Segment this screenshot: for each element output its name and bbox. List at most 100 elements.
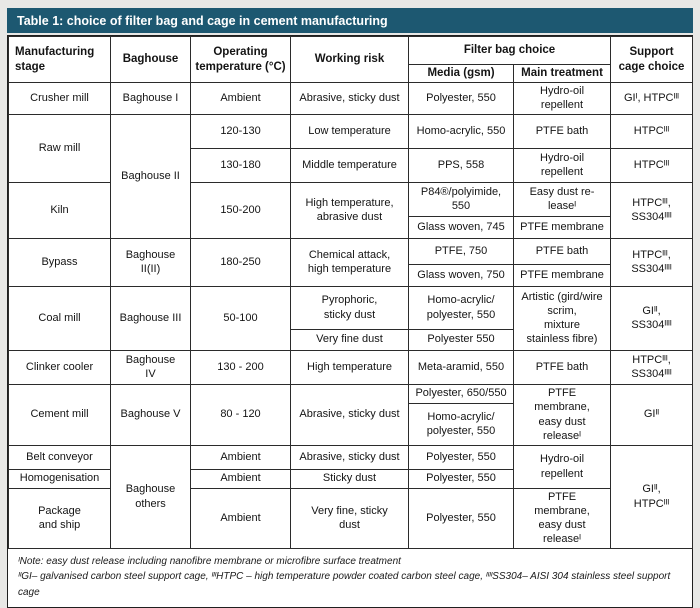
cell-stage: Cement mill: [8, 383, 111, 446]
table-row: Very fine dust Polyester 550: [9, 328, 693, 351]
table-row: 130-180 Middle temperature PPS, 558 Hydr…: [9, 147, 694, 183]
cell-media: P84®/polyimide, 550: [408, 181, 514, 217]
cell-media: Glass woven, 745: [408, 215, 514, 239]
table-row: Raw mill Baghouse II 120-130 Low tempera…: [8, 113, 694, 239]
cell-risk: Pyrophoric, sticky dust: [290, 285, 409, 330]
cell-media: Polyester 550: [408, 328, 514, 351]
cell-risk: Very fine dust: [290, 328, 409, 351]
table-row: Crusher mill Baghouse I Ambient Abrasive…: [8, 82, 694, 115]
header-main-treatment: Main treatment: [512, 64, 612, 83]
footnote-line: ᴵᴵGI– galvanised carbon steel support ca…: [18, 571, 671, 598]
cell-support: HTPCᴵᴵᴵ, SS304ᴵᴵᴵᴵ: [610, 181, 694, 239]
cell-support: HTPCᴵᴵᴵ, SS304ᴵᴵᴵᴵ: [610, 237, 694, 287]
cell-temp: 180-250: [190, 237, 291, 287]
header-manufacturing-stage: Manufacturing stage: [8, 36, 111, 83]
footnotes: ᴵNote: easy dust release including nanof…: [8, 549, 692, 608]
cell-treatment: PTFE membrane, easy dust releaseᴵ: [512, 487, 612, 549]
cell-stage: Belt conveyor: [8, 444, 111, 470]
cell-treatment: PTFE membrane: [512, 215, 612, 239]
header-working-risk: Working risk: [290, 36, 409, 83]
header-operating-temperature: Operating temperature (°C): [190, 36, 291, 83]
cell-baghouse: Baghouse II: [110, 113, 191, 239]
cell-treatment: PTFE bath: [512, 349, 612, 385]
cell-support: GIᴵ, HTPCᴵᴵᴵ: [610, 82, 694, 115]
cell-stage: Kiln: [8, 181, 111, 239]
cell-media: PTFE, 750: [408, 237, 514, 265]
cell-media: Homo-acrylic, 550: [408, 113, 514, 149]
cell-stage: Clinker cooler: [8, 349, 111, 385]
cell-temp: 80 - 120: [190, 383, 291, 446]
cell-media: Polyester, 550: [408, 82, 514, 115]
cell-risk: Sticky dust: [290, 468, 409, 489]
cell-baghouse: Baghouse V: [110, 383, 191, 446]
cell-risk: Middle temperature: [290, 147, 409, 183]
table-row: Package and ship Ambient Very fine, stic…: [8, 487, 693, 549]
header-filter-bag-choice: Filter bag choice: [407, 36, 612, 65]
cell-media: Homo-acrylic/ polyester, 550: [408, 402, 514, 446]
footnote-line: ᴵNote: easy dust release including nanof…: [18, 555, 401, 567]
table-frame: Manufacturing stage Baghouse Operating t…: [7, 35, 694, 608]
table-row: Clinker cooler Baghouse IV 130 - 200 Hig…: [8, 349, 694, 385]
cell-treatment: Hydro-oil repellent: [512, 444, 612, 489]
cell-treatment: PTFE membrane: [512, 263, 612, 287]
cell-media: Polyester, 650/550: [408, 383, 514, 404]
table-row: Kiln 150-200 High temperature, abrasive …: [8, 181, 694, 239]
cell-media: Polyester, 550: [408, 468, 514, 489]
cell-support: HTPCᴵᴵᴵ, SS304ᴵᴵᴵᴵ: [610, 349, 694, 385]
cell-risk: Abrasive, sticky dust: [290, 82, 409, 115]
cell-risk: Very fine, sticky dust: [290, 487, 409, 549]
cell-treatment: PTFE membrane, easy dust releaseᴵ: [512, 383, 612, 446]
cell-stage: Bypass: [8, 237, 111, 287]
cell-temp: Ambient: [190, 82, 291, 115]
cell-support: GIᴵᴵ: [610, 383, 694, 446]
table-row: Homo-acrylic/ polyester, 550: [9, 402, 693, 446]
table-row: Bypass Baghouse II(II) 180-250 Chemical …: [8, 237, 694, 287]
cell-stage: Coal mill: [8, 285, 111, 351]
cell-treatment: Easy dust re- leaseᴵ: [512, 181, 612, 217]
cell-stage: Package and ship: [8, 487, 111, 549]
header-support-cage-choice: Support cage choice: [610, 36, 694, 83]
cell-baghouse: Baghouse others: [110, 444, 191, 549]
cell-treatment: Artistic (gird/wire scrim, mixture stain…: [512, 285, 612, 351]
cell-treatment: Hydro-oil repellent: [512, 82, 612, 115]
cell-media: Glass woven, 750: [408, 263, 514, 287]
header-media-gsm: Media (gsm): [408, 64, 514, 83]
cell-temp: 150-200: [190, 181, 291, 239]
table-title-bar: Table 1: choice of filter bag and cage i…: [7, 8, 693, 33]
cell-temp: 120-130: [190, 113, 291, 149]
table-sheet: Table 1: choice of filter bag and cage i…: [7, 8, 694, 608]
table-row: Glass woven, 745 PTFE membrane: [9, 215, 693, 239]
cell-baghouse: Baghouse III: [110, 285, 191, 351]
cell-temp: Ambient: [190, 444, 291, 470]
cell-media: Polyester, 550: [408, 444, 514, 470]
cell-treatment: PTFE bath: [512, 237, 612, 265]
table-row: Coal mill Baghouse III 50-100 Pyrophoric…: [8, 285, 694, 351]
cell-media: Meta-aramid, 550: [408, 349, 514, 385]
table-row: Glass woven, 750 PTFE membrane: [9, 263, 693, 287]
cell-baghouse: Baghouse II(II): [110, 237, 191, 287]
cell-risk: Abrasive, sticky dust: [290, 444, 409, 470]
table-row: Cement mill Baghouse V 80 - 120 Abrasive…: [8, 383, 694, 446]
cell-stage: Raw mill: [8, 113, 111, 183]
cell-support: GIᴵᴵ, SS304ᴵᴵᴵᴵ: [610, 285, 694, 351]
cell-risk: Low temperature: [290, 113, 409, 149]
cell-temp: Ambient: [190, 487, 291, 549]
cell-baghouse: Baghouse I: [110, 82, 191, 115]
cell-media: PPS, 558: [408, 147, 514, 183]
cell-risk: Abrasive, sticky dust: [290, 383, 409, 446]
cell-risk: Chemical attack, high temperature: [290, 237, 409, 287]
cell-treatment: PTFE bath: [512, 113, 612, 149]
table-title: Table 1: choice of filter bag and cage i…: [17, 14, 388, 28]
cell-temp: 50-100: [190, 285, 291, 351]
cell-support: HTPCᴵᴵᴵ: [610, 147, 694, 183]
cell-temp: Ambient: [190, 468, 291, 489]
cell-treatment: Hydro-oil repellent: [512, 147, 612, 183]
cell-media: Polyester, 550: [408, 487, 514, 549]
cell-risk: High temperature, abrasive dust: [290, 181, 409, 239]
header-baghouse: Baghouse: [110, 36, 191, 83]
cell-temp: 130 - 200: [190, 349, 291, 385]
cell-risk: High temperature: [290, 349, 409, 385]
cell-temp: 130-180: [190, 147, 291, 183]
cell-stage: Homogenisation: [8, 468, 111, 489]
table-row: Belt conveyor Baghouse others Ambient Ab…: [8, 444, 694, 549]
